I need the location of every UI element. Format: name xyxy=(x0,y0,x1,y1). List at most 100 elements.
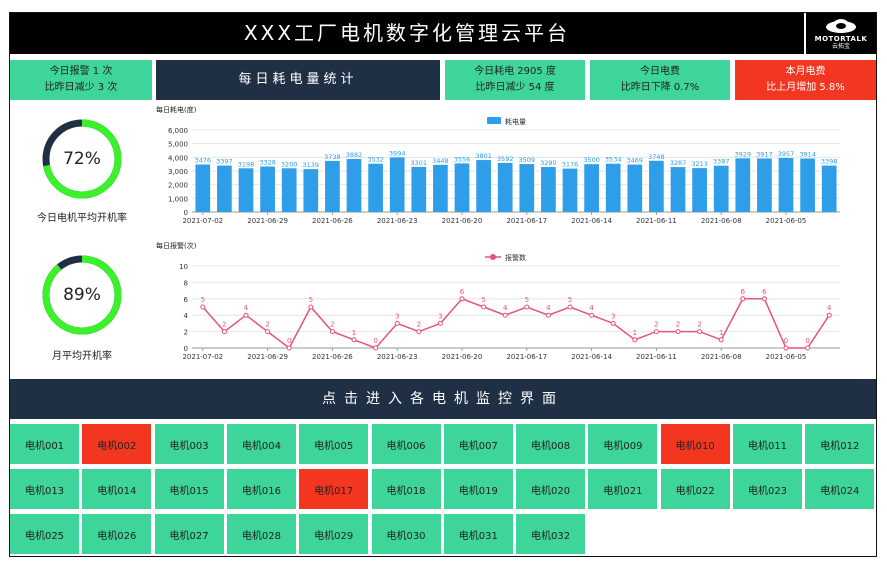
bar xyxy=(649,160,664,212)
point-data-label: 2 xyxy=(265,321,269,329)
motor-button-13[interactable]: 电机013 xyxy=(10,469,79,509)
bar-data-label: 3914 xyxy=(799,151,816,159)
motor-button-11[interactable]: 电机011 xyxy=(733,424,802,464)
motor-button-27[interactable]: 电机027 xyxy=(154,514,224,554)
motor-button-7[interactable]: 电机007 xyxy=(443,424,513,464)
motor-button-29[interactable]: 电机029 xyxy=(299,514,369,554)
x-tick-label: 2021-06-05 xyxy=(766,353,807,361)
motor-button-31[interactable]: 电机031 xyxy=(443,514,513,554)
motor-button-16[interactable]: 电机016 xyxy=(226,469,296,509)
bar-data-label: 3592 xyxy=(497,155,514,163)
motor-button-28[interactable]: 电机028 xyxy=(226,514,296,554)
data-point xyxy=(308,304,314,310)
bar xyxy=(519,164,535,212)
motor-button-26[interactable]: 电机026 xyxy=(82,514,152,554)
bar xyxy=(346,158,362,212)
motor-button-24[interactable]: 电机024 xyxy=(805,469,875,509)
motor-button-25[interactable]: 电机025 xyxy=(10,514,79,554)
power-compare: 比昨日减少 54 度 xyxy=(475,82,555,93)
point-data-label: 4 xyxy=(827,304,832,312)
bar-data-label: 3397 xyxy=(216,158,233,166)
motor-button-6[interactable]: 电机006 xyxy=(371,424,441,464)
motor-button-21[interactable]: 电机021 xyxy=(588,469,658,509)
point-data-label: 5 xyxy=(481,296,485,304)
gauge-daily-uptime: 72% xyxy=(40,117,124,201)
motor-button-22[interactable]: 电机022 xyxy=(660,469,730,509)
motor-button-2[interactable]: 电机002 xyxy=(82,424,152,464)
gauge-label-daily: 今日电机平均开机率 xyxy=(37,213,127,224)
point-data-label: 2 xyxy=(222,321,226,329)
bar-data-label: 3534 xyxy=(605,156,622,164)
point-data-label: 2 xyxy=(654,321,658,329)
x-tick-label: 2021-06-17 xyxy=(506,353,547,361)
bar xyxy=(800,158,815,212)
motor-button-10[interactable]: 电机010 xyxy=(660,424,730,464)
motor-button-15[interactable]: 电机015 xyxy=(154,469,224,509)
y-tick-label: 3,000 xyxy=(168,168,188,176)
y-tick-label: 0 xyxy=(184,209,188,217)
bar xyxy=(195,164,211,212)
x-tick-label: 2021-06-08 xyxy=(701,353,742,361)
point-data-label: 5 xyxy=(568,296,572,304)
data-point xyxy=(265,329,271,335)
data-point xyxy=(826,312,832,318)
motor-button-8[interactable]: 电机008 xyxy=(516,424,586,464)
fee-month: 本月电费 xyxy=(785,66,826,77)
bar-data-label: 3748 xyxy=(648,153,665,161)
bar xyxy=(389,157,405,212)
motor-button-1[interactable]: 电机001 xyxy=(10,424,79,464)
point-data-label: 5 xyxy=(309,296,313,304)
motor-button-3[interactable]: 电机003 xyxy=(154,424,224,464)
point-data-label: 4 xyxy=(503,304,508,312)
motor-button-17[interactable]: 电机017 xyxy=(299,469,369,509)
x-tick-label: 2021-06-23 xyxy=(377,353,418,361)
motor-button-12[interactable]: 电机012 xyxy=(805,424,875,464)
motor-button-18[interactable]: 电机018 xyxy=(371,469,441,509)
fee-month-compare: 比上月增加 5.8% xyxy=(766,82,845,93)
motor-button-5[interactable]: 电机005 xyxy=(299,424,369,464)
motor-button-4[interactable]: 电机004 xyxy=(226,424,296,464)
bar xyxy=(584,164,599,212)
data-point xyxy=(286,345,292,351)
bar xyxy=(541,167,556,212)
bar-data-label: 3500 xyxy=(583,156,600,164)
bar xyxy=(217,165,232,212)
logo-cloud-icon xyxy=(826,18,856,33)
motor-button-14[interactable]: 电机014 xyxy=(82,469,152,509)
motor-button-32[interactable]: 电机032 xyxy=(516,514,586,554)
motor-button-30[interactable]: 电机030 xyxy=(371,514,441,554)
data-point xyxy=(502,312,508,318)
section-title-daily-power: 每日耗电量统计 xyxy=(156,60,440,100)
gauge-monthly-uptime: 89% xyxy=(40,253,124,337)
x-tick-label: 2021-06-11 xyxy=(636,217,677,225)
bar-data-label: 3476 xyxy=(195,156,212,164)
motor-button-20[interactable]: 电机020 xyxy=(516,469,586,509)
point-data-label: 1 xyxy=(719,329,723,337)
point-data-label: 4 xyxy=(546,304,551,312)
point-data-label: 0 xyxy=(805,337,809,345)
data-point xyxy=(459,296,465,302)
bar xyxy=(778,157,794,212)
x-tick-label: 2021-06-29 xyxy=(247,217,288,225)
bar-data-label: 3532 xyxy=(367,156,384,164)
motor-button-9[interactable]: 电机009 xyxy=(588,424,658,464)
data-point xyxy=(437,320,443,326)
motor-section-header: 点击进入各电机监控界面 xyxy=(10,379,876,419)
x-tick-label: 2021-06-29 xyxy=(247,353,288,361)
motor-button-19[interactable]: 电机019 xyxy=(443,469,513,509)
data-point xyxy=(783,345,789,351)
point-data-label: 3 xyxy=(438,312,442,320)
bar xyxy=(670,167,686,212)
legend-label: 报警数 xyxy=(505,253,526,262)
point-data-label: 4 xyxy=(244,304,249,312)
motor-button-23[interactable]: 电机023 xyxy=(733,469,802,509)
legend-swatch xyxy=(490,254,496,260)
bar xyxy=(757,158,772,212)
logo: MOTORTALK 云拓宝 xyxy=(804,13,876,54)
x-tick-label: 2021-06-20 xyxy=(442,217,483,225)
point-data-label: 5 xyxy=(525,296,529,304)
bar-data-label: 3917 xyxy=(756,150,773,158)
logo-text: MOTORTALK xyxy=(814,34,868,43)
point-data-label: 4 xyxy=(589,304,594,312)
y-tick-label: 10 xyxy=(179,263,188,271)
